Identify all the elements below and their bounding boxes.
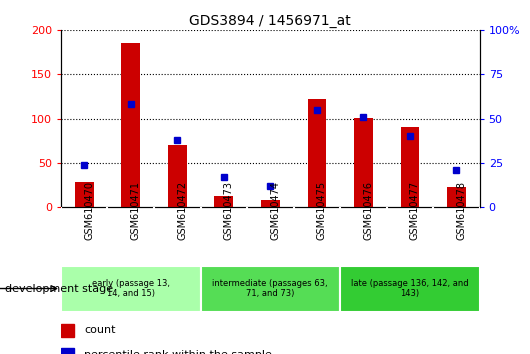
Text: GSM610470: GSM610470 xyxy=(84,181,94,240)
Text: development stage: development stage xyxy=(5,284,113,293)
Text: percentile rank within the sample: percentile rank within the sample xyxy=(84,350,272,354)
Text: GSM610477: GSM610477 xyxy=(410,181,420,240)
Bar xyxy=(121,44,140,207)
Bar xyxy=(200,266,340,312)
Text: late (passage 136, 142, and
143): late (passage 136, 142, and 143) xyxy=(351,279,469,298)
Bar xyxy=(215,195,233,207)
Bar xyxy=(61,266,200,312)
Text: intermediate (passages 63,
71, and 73): intermediate (passages 63, 71, and 73) xyxy=(213,279,328,298)
Text: GSM610476: GSM610476 xyxy=(364,181,373,240)
Bar xyxy=(340,266,480,312)
Bar xyxy=(261,200,280,207)
Bar xyxy=(447,187,466,207)
Bar xyxy=(168,145,187,207)
Text: early (passage 13,
14, and 15): early (passage 13, 14, and 15) xyxy=(92,279,170,298)
Bar xyxy=(307,99,326,207)
Text: GSM610478: GSM610478 xyxy=(456,181,466,240)
Bar xyxy=(354,118,373,207)
Text: count: count xyxy=(84,325,116,336)
Bar xyxy=(75,182,93,207)
Text: GSM610475: GSM610475 xyxy=(317,181,327,240)
Bar xyxy=(61,348,74,354)
Text: GSM610471: GSM610471 xyxy=(131,181,141,240)
Bar xyxy=(61,324,74,337)
Text: GSM610474: GSM610474 xyxy=(270,181,280,240)
Text: GSM610473: GSM610473 xyxy=(224,181,234,240)
Title: GDS3894 / 1456971_at: GDS3894 / 1456971_at xyxy=(189,14,351,28)
Text: GSM610472: GSM610472 xyxy=(177,181,187,240)
Bar xyxy=(401,127,419,207)
